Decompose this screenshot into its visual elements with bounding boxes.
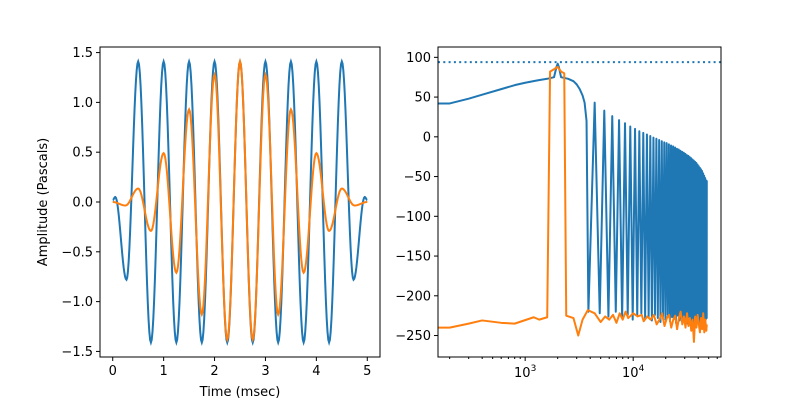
y-axis-label: Amplitude (Pascals) bbox=[36, 138, 51, 266]
axes-frame bbox=[437, 46, 722, 358]
x-axis-label: Time (msec) bbox=[199, 385, 281, 400]
y-tick-label: −50 bbox=[404, 170, 431, 185]
series-line-1 bbox=[438, 65, 708, 343]
y-tick-label: 0 bbox=[423, 130, 431, 145]
y-tick-label: −200 bbox=[395, 289, 431, 304]
x-tick-label: 104 bbox=[622, 364, 645, 381]
y-tick-label: 0.0 bbox=[72, 196, 93, 211]
spectrum-axes: 103 104 −250 −200 −150 −100 −50 0 50 100 bbox=[395, 46, 722, 381]
y-tick-label: −1.5 bbox=[61, 345, 93, 360]
y-tick-label: −250 bbox=[395, 329, 431, 344]
y-tick-label: 50 bbox=[414, 91, 431, 106]
y-tick-label: −1.0 bbox=[61, 295, 93, 310]
x-tick-label: 3 bbox=[261, 364, 269, 379]
y-tick-label: −150 bbox=[395, 250, 431, 265]
series-line-0 bbox=[438, 62, 708, 325]
time-domain-axes: 0 1 2 3 4 5 −1.5 −1.0 −0.5 0.0 0.5 1.0 1.5 bbox=[61, 46, 381, 379]
y-tick-label: 100 bbox=[406, 51, 431, 66]
x-tick-label: 1 bbox=[159, 364, 167, 379]
x-tick-label: 0 bbox=[109, 364, 117, 379]
y-tick-label: 1.0 bbox=[72, 96, 93, 111]
y-tick-label: 0.5 bbox=[72, 146, 93, 161]
x-tick-label: 2 bbox=[210, 364, 218, 379]
x-tick-label: 5 bbox=[363, 364, 371, 379]
y-tick-label: −0.5 bbox=[61, 245, 93, 260]
x-tick-label: 103 bbox=[514, 364, 536, 381]
series-line-1 bbox=[112, 58, 368, 343]
x-tick-label: 4 bbox=[312, 364, 320, 379]
y-tick-label: 1.5 bbox=[72, 46, 93, 61]
y-tick-label: −100 bbox=[395, 210, 431, 225]
